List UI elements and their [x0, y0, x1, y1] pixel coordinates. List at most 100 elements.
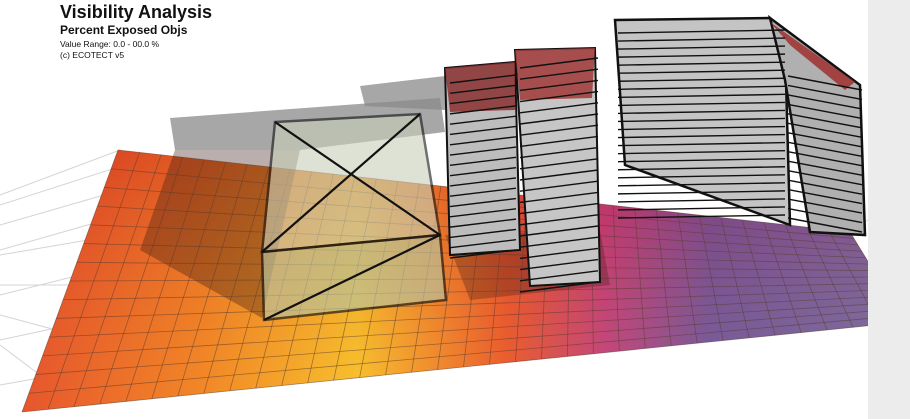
wire-line — [617, 93, 786, 99]
mesh-line — [49, 295, 890, 338]
mesh-line — [42, 302, 894, 357]
wire-line — [787, 207, 863, 224]
wire-line — [617, 141, 786, 147]
wire-line — [617, 117, 786, 123]
side-panel — [868, 0, 910, 419]
wire-line — [617, 190, 786, 195]
floor-line — [0, 239, 89, 256]
wire-line — [617, 29, 786, 34]
floor-line — [0, 149, 121, 196]
wire-line — [449, 239, 517, 249]
wire-line — [449, 228, 517, 239]
mesh-line — [56, 289, 886, 319]
wire-line — [617, 166, 786, 171]
block-roof — [770, 22, 855, 90]
wire-line — [519, 146, 599, 159]
wire-line — [519, 214, 599, 226]
floor-line — [0, 194, 105, 226]
wire-line — [617, 133, 786, 139]
wire-line — [617, 45, 786, 50]
wire-line — [519, 57, 599, 69]
wire-line — [787, 198, 863, 214]
wire-line — [449, 94, 517, 105]
wire-line — [617, 149, 786, 155]
wire-line — [449, 177, 517, 187]
plane-shade — [22, 150, 905, 412]
wire-line — [617, 85, 786, 91]
wire-line — [617, 182, 786, 187]
wire-line — [449, 105, 517, 115]
mesh-line — [76, 261, 874, 271]
mesh-line — [28, 315, 902, 394]
wire-line — [519, 124, 599, 136]
shadow — [360, 76, 445, 110]
wire-line — [519, 113, 599, 125]
wire-line — [787, 217, 863, 233]
wire-line — [617, 157, 786, 163]
wire-line — [519, 90, 599, 103]
credit: (c) ECOTECT v5 — [60, 50, 124, 60]
wire-line — [449, 115, 517, 125]
tower-roof — [515, 48, 595, 100]
wire-line — [449, 156, 517, 167]
wire-line — [787, 169, 863, 186]
floor-line — [0, 314, 57, 331]
mesh-line — [21, 321, 906, 413]
wire-line — [519, 68, 599, 80]
wire-line — [519, 135, 599, 148]
wire-line — [787, 151, 863, 167]
wire-line — [617, 125, 786, 131]
floor-line — [0, 344, 41, 376]
wire-line — [617, 37, 786, 42]
wire-line — [449, 208, 517, 218]
glass-box-top — [260, 112, 442, 254]
wire-line — [449, 218, 517, 228]
wire-line — [519, 158, 599, 170]
wire-line — [519, 79, 599, 92]
wire-line — [519, 281, 599, 293]
wire-line — [449, 187, 517, 197]
wire-line — [519, 191, 599, 204]
wire-line — [787, 188, 863, 205]
wire-line — [519, 102, 599, 114]
wire-line — [519, 202, 599, 215]
wire-line — [449, 166, 517, 177]
block-front — [613, 16, 792, 227]
wire-line — [449, 197, 517, 208]
wire-line — [519, 270, 599, 282]
wire-line — [449, 74, 517, 84]
wire-line — [617, 174, 786, 179]
wire-line — [787, 179, 863, 195]
wire-line — [449, 125, 517, 136]
subtitle: Percent Exposed Objs — [60, 23, 188, 37]
value-range: Value Range: 0.0 - 00.0 % — [60, 39, 160, 49]
wire-line — [617, 198, 786, 203]
wire-line — [519, 258, 599, 271]
wire-line — [617, 109, 786, 115]
wire-line — [787, 113, 863, 129]
wire-line — [617, 61, 786, 66]
wire-line — [787, 122, 863, 139]
wire-line — [449, 136, 517, 146]
title: Visibility Analysis — [60, 2, 212, 22]
wire-line — [617, 77, 786, 82]
mesh-line — [35, 308, 898, 375]
mesh-line — [69, 276, 878, 282]
wire-line — [787, 94, 863, 110]
wire-line — [617, 214, 786, 219]
wire-line — [787, 103, 863, 120]
wire-line — [449, 146, 517, 156]
wire-line — [617, 69, 786, 74]
wire-line — [787, 75, 863, 91]
mesh-line — [63, 283, 882, 301]
wire-line — [787, 141, 863, 157]
shadow — [140, 150, 300, 318]
wire-line — [617, 101, 786, 107]
wire-line — [787, 160, 863, 176]
wire-line — [617, 206, 786, 211]
wire-line — [617, 53, 786, 58]
wire-line — [449, 84, 517, 94]
wireframe — [449, 29, 863, 293]
wire-line — [449, 249, 517, 259]
